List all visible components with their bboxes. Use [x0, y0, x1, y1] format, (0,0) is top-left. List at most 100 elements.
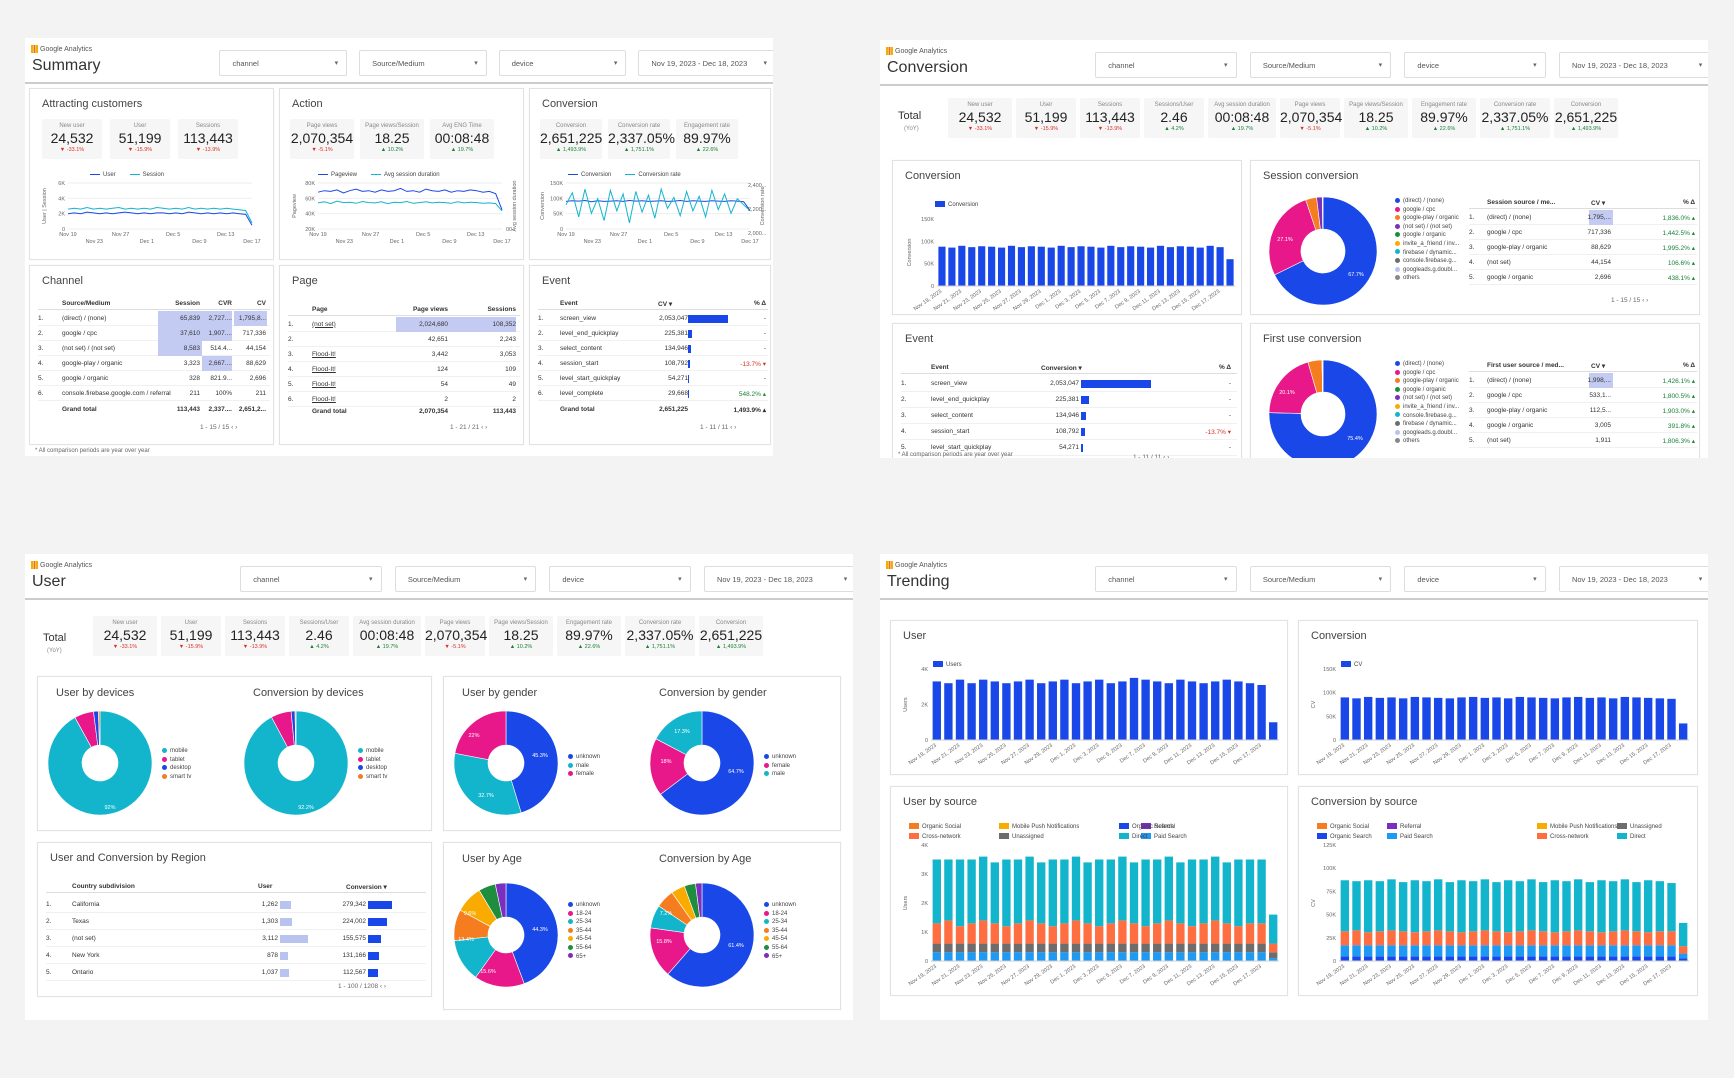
- source-medium-filter[interactable]: Source/Medium ▾: [1249, 566, 1392, 592]
- column-header[interactable]: Session source / me...: [1487, 199, 1556, 206]
- date-range-picker[interactable]: Nov 19, 2023 - Dec 18, 2023 ▾: [638, 50, 773, 76]
- table-row[interactable]: 4. New York 878 131,166: [46, 947, 426, 964]
- column-header[interactable]: % Δ: [1218, 364, 1231, 371]
- chevron-down-icon[interactable]: ▾: [1224, 576, 1228, 583]
- chevron-down-icon[interactable]: ▾: [334, 60, 339, 67]
- table-row[interactable]: 5. Ontario 1,037 112,567: [46, 964, 426, 981]
- chevron-down-icon[interactable]: ▾: [523, 576, 528, 583]
- chevron-down-icon[interactable]: ▾: [1698, 576, 1703, 583]
- column-header[interactable]: Source/Medium: [62, 300, 111, 307]
- chevron-down-icon[interactable]: ▾: [1224, 62, 1228, 69]
- chevron-down-icon[interactable]: ▾: [1533, 576, 1537, 583]
- table-row[interactable]: 1. California 1,262 279,342: [46, 896, 426, 913]
- table-row[interactable]: 4. google / organic 3,005 391.8% ▴: [1469, 418, 1697, 433]
- column-header[interactable]: Page: [312, 306, 328, 313]
- column-header[interactable]: CV ▾: [658, 301, 673, 308]
- column-header[interactable]: % Δ: [753, 300, 766, 307]
- column-header[interactable]: Sessions: [487, 306, 516, 313]
- table-row[interactable]: 2. google / cpc 533,1... 1,800.5% ▴: [1469, 388, 1697, 403]
- table-row[interactable]: 2. level_end_quickplay 225,381 -: [901, 392, 1237, 408]
- table-row[interactable]: 4. session_start 108,792 -13.7% ▾: [901, 424, 1237, 440]
- table-row[interactable]: 6. Flood-It! 2 2: [288, 392, 520, 407]
- next-page-icon[interactable]: ›: [485, 424, 488, 431]
- source-medium-filter[interactable]: Source/Medium ▾: [359, 50, 487, 76]
- prev-page-icon[interactable]: ‹: [229, 424, 236, 431]
- table-row[interactable]: 5. Flood-It! 54 49: [288, 377, 520, 392]
- next-page-icon[interactable]: ›: [235, 424, 238, 431]
- table-row[interactable]: 4. session_start 108,792 -13.7% ▾: [538, 356, 768, 371]
- table-row[interactable]: 6. level_complete 29,668 548.2% ▴: [538, 386, 768, 401]
- device-filter[interactable]: device ▾: [1404, 566, 1546, 592]
- column-header[interactable]: CVR: [218, 300, 232, 307]
- next-page-icon[interactable]: ›: [383, 983, 387, 990]
- table-row[interactable]: 3. select_content 134,946 -: [538, 341, 768, 356]
- table-row[interactable]: 1. (direct) / (none) 1,795,... 1,836.0% ▴: [1469, 210, 1697, 225]
- table-row[interactable]: 2. Texas 1,303 224,002: [46, 913, 426, 930]
- table-row[interactable]: 1. (direct) / (none) 1,998,... 1,426.1% ▴: [1469, 373, 1697, 388]
- column-header[interactable]: Conversion ▾: [1041, 365, 1082, 372]
- column-header[interactable]: Session: [175, 300, 200, 307]
- channel-filter[interactable]: channel ▾: [1095, 566, 1237, 592]
- device-filter[interactable]: device ▾: [549, 566, 691, 592]
- table-row[interactable]: 1. (direct) / (none) 65,839 2,727.... 1,795,…: [38, 311, 270, 326]
- column-header[interactable]: Event: [931, 364, 949, 371]
- table-row[interactable]: 4. (not set) 44,154 106.6% ▴: [1469, 255, 1697, 270]
- table-row[interactable]: 1. screen_view 2,053,047 -: [901, 376, 1237, 392]
- table-row[interactable]: 1. screen_view 2,053,047 -: [538, 311, 768, 326]
- date-range-picker[interactable]: Nov 19, 2023 - Dec 18, 2023 ▾: [1558, 566, 1708, 592]
- chevron-down-icon[interactable]: ▾: [613, 60, 618, 67]
- device-filter[interactable]: device ▾: [498, 50, 627, 76]
- table-row[interactable]: 2. google / cpc 37,610 1,907.... 717,336: [38, 326, 270, 341]
- column-header[interactable]: User: [258, 883, 273, 890]
- table-row[interactable]: 3. google-play / organic 88,629 1,995.2% ▴: [1469, 240, 1697, 255]
- column-header[interactable]: % Δ: [1682, 199, 1695, 206]
- column-header[interactable]: Conversion ▾: [346, 884, 387, 891]
- channel-filter[interactable]: channel ▾: [219, 50, 348, 76]
- table-row[interactable]: 2. 42,651 2,243: [288, 332, 520, 347]
- table-row[interactable]: 5. level_start_quickplay 54,271 -: [901, 440, 1237, 456]
- prev-page-icon[interactable]: ‹: [479, 424, 486, 431]
- chevron-down-icon[interactable]: ▾: [678, 576, 682, 583]
- next-page-icon[interactable]: ›: [1646, 297, 1649, 304]
- column-header[interactable]: CV: [256, 300, 266, 307]
- column-header[interactable]: CV ▾: [1591, 363, 1606, 370]
- table-row[interactable]: 3. (not set) 3,112 155,575: [46, 930, 426, 947]
- chevron-down-icon[interactable]: ▾: [763, 60, 767, 67]
- column-header[interactable]: % Δ: [1682, 362, 1695, 369]
- table-row[interactable]: 3. google-play / organic 112,5... 1,903.0% …: [1469, 403, 1697, 418]
- table-row[interactable]: 3. (not set) / (not set) 8,583 514.4... 44,1…: [38, 341, 270, 356]
- date-range-picker[interactable]: Nov 19, 2023 - Dec 18, 2023 ▾: [703, 566, 853, 592]
- channel-filter[interactable]: channel ▾: [1095, 52, 1237, 78]
- table-row[interactable]: 3. Flood-It! 3,442 3,053: [288, 347, 520, 362]
- table-row[interactable]: 1. (not set) 2,024,680 108,352: [288, 317, 520, 332]
- next-page-icon[interactable]: ›: [734, 424, 737, 431]
- chevron-down-icon[interactable]: ▾: [1378, 62, 1383, 69]
- chevron-down-icon[interactable]: ▾: [474, 60, 478, 67]
- prev-page-icon[interactable]: ‹: [728, 424, 735, 431]
- table-row[interactable]: 2. google / cpc 717,336 1,442.5% ▴: [1469, 225, 1697, 240]
- chevron-down-icon[interactable]: ▾: [1378, 576, 1383, 583]
- column-header[interactable]: Event: [560, 300, 578, 307]
- column-header[interactable]: CV ▾: [1591, 200, 1606, 207]
- table-row[interactable]: 5. google / organic 328 821.9... 2,696: [38, 371, 270, 386]
- column-header[interactable]: First user source / med...: [1487, 362, 1564, 369]
- date-range-picker[interactable]: Nov 19, 2023 - Dec 18, 2023 ▾: [1558, 52, 1708, 78]
- device-filter[interactable]: device ▾: [1404, 52, 1546, 78]
- chevron-down-icon[interactable]: ▾: [1533, 62, 1537, 69]
- table-row[interactable]: 4. google-play / organic 3,323 2,667.... 88,…: [38, 356, 270, 371]
- source-medium-filter[interactable]: Source/Medium ▾: [1249, 52, 1392, 78]
- table-row[interactable]: 5. (not set) 1,911 1,806.3% ▴: [1469, 433, 1697, 448]
- table-row[interactable]: 4. Flood-It! 124 109: [288, 362, 520, 377]
- prev-page-icon[interactable]: ‹: [1640, 297, 1647, 304]
- source-medium-filter[interactable]: Source/Medium ▾: [394, 566, 537, 592]
- table-row[interactable]: 5. google / organic 2,696 438.1% ▴: [1469, 270, 1697, 285]
- column-header[interactable]: Page views: [412, 306, 448, 313]
- next-page-icon[interactable]: ›: [1167, 454, 1170, 458]
- table-row[interactable]: 3. select_content 134,946 -: [901, 408, 1237, 424]
- channel-filter[interactable]: channel ▾: [240, 566, 382, 592]
- table-row[interactable]: 6. console.firebase.google.com / referral…: [38, 386, 270, 401]
- chevron-down-icon[interactable]: ▾: [369, 576, 373, 583]
- table-row[interactable]: 2. level_end_quickplay 225,381 -: [538, 326, 768, 341]
- chevron-down-icon[interactable]: ▾: [843, 576, 848, 583]
- table-row[interactable]: 5. level_start_quickplay 54,271 -: [538, 371, 768, 386]
